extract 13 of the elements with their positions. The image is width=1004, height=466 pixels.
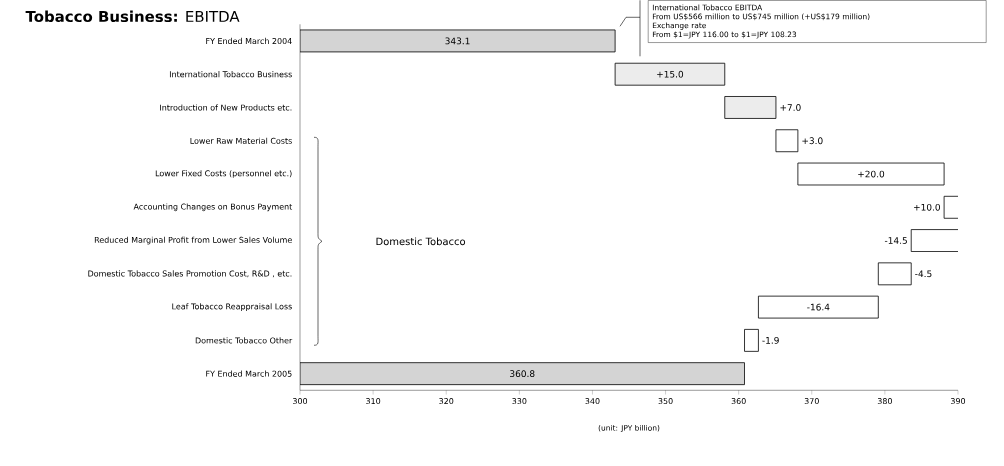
text: Tobacco Business: EBITDA	[25, 10, 240, 22]
data-label: +7.0	[780, 103, 801, 111]
annotation: Domestic Tobacco	[376, 237, 466, 245]
data-label: -1.9	[762, 336, 779, 344]
data-label: 343.1	[445, 37, 470, 45]
data-label: 360.8	[510, 370, 535, 377]
data-label: -4.5	[915, 270, 932, 278]
data-label: +15.0	[657, 70, 684, 78]
data-label: +10.0	[914, 203, 940, 211]
data-label: +20.0	[858, 170, 885, 178]
data-label: -16.4	[807, 303, 830, 311]
data-label: +3.0	[802, 137, 823, 144]
data-label: -14.5	[884, 237, 907, 244]
